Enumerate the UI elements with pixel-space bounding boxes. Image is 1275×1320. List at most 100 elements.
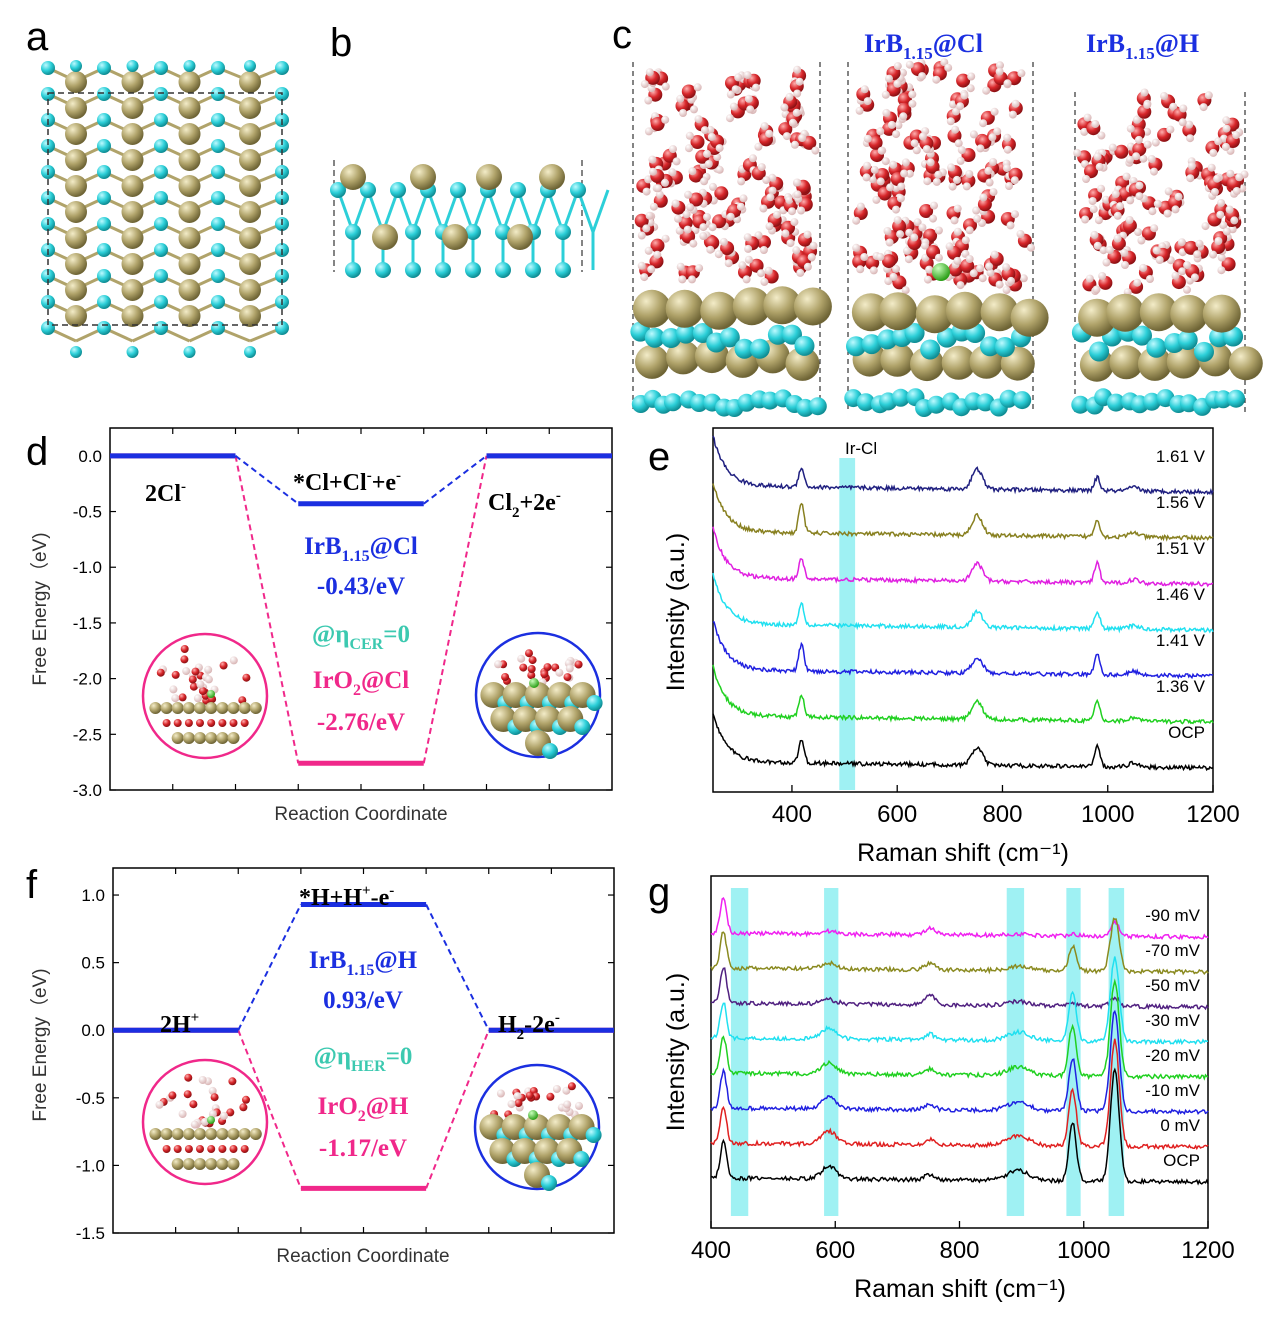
series-label: -30 mV (1145, 1011, 1200, 1030)
hydrogen-atom (920, 241, 929, 250)
y-axis-ticks: 1.0 0.5 0.0 -0.5 -1.0 -1.5 (76, 868, 614, 1243)
boron-atom (999, 389, 1018, 408)
hydrogen-atom (679, 109, 687, 117)
crystal-structure-top-view (41, 60, 289, 358)
boron-atom (97, 139, 111, 153)
hydrogen-atom (715, 165, 724, 174)
surface-atom (173, 719, 182, 727)
annotation-iro2-cl: IrO2@Cl (313, 667, 410, 699)
hydrogen-atom (1126, 124, 1135, 133)
hydrogen-atom (896, 230, 905, 239)
iridium-atom (1139, 293, 1178, 332)
iridium-atom (239, 97, 261, 119)
hydrogen-atom (746, 105, 755, 114)
hydrogen-atom (918, 132, 927, 141)
hydrogen-atom (904, 255, 913, 264)
hydrogen-atom (969, 269, 978, 278)
hydrogen-atom (1002, 263, 1011, 272)
iridium-atom (632, 289, 671, 328)
hydrogen-atom (1186, 134, 1195, 143)
highlight-band (839, 458, 856, 790)
water-atom (562, 1086, 571, 1095)
hydrogen-atom (793, 178, 802, 187)
series-label: 1.46 V (1156, 585, 1206, 604)
hydrogen-atom (644, 175, 653, 184)
state-label-initial: 2Cl- (145, 479, 186, 507)
hydrogen-atom (773, 210, 781, 219)
surface-atom (173, 1145, 182, 1153)
oxygen-atom (689, 192, 704, 207)
spectrum-line (710, 967, 1209, 1011)
water-atom (228, 1077, 237, 1086)
hydrogen-atom (860, 253, 869, 261)
hydrogen-atom (648, 155, 657, 164)
hydrogen-atom (645, 68, 654, 77)
hydrogen-atom (766, 193, 775, 202)
y-tick-label: -1.0 (73, 558, 102, 577)
hydrogen-atom (956, 102, 965, 111)
boron-atom (574, 719, 591, 735)
hydrogen-atom (1178, 118, 1187, 127)
hydrogen-atom (946, 117, 955, 126)
hydrogen-atom (876, 253, 885, 261)
iridium-atom (1010, 298, 1049, 337)
boron-atom (664, 393, 682, 412)
hydrogen-atom (1185, 120, 1194, 129)
hydrogen-atom (945, 242, 954, 251)
iridium-atom (700, 291, 739, 330)
hydrogen-atom (1150, 224, 1159, 233)
hydrogen-atom (645, 211, 654, 220)
hydrogen-atom (1108, 143, 1117, 152)
oxygen-atom (1084, 164, 1098, 179)
hydrogen-atom (918, 223, 927, 232)
hydrogen-atom (881, 157, 890, 166)
panel-label-a: a (26, 15, 49, 59)
unit-cell-outline (47, 92, 283, 326)
hydrogen-atom (1125, 216, 1134, 224)
water-atom (178, 693, 187, 702)
iridium-atom (1202, 294, 1241, 333)
water-atom (196, 680, 205, 689)
snapshot-bare (630, 62, 832, 417)
hydrogen-atom (744, 244, 753, 253)
hydrogen-atom (704, 160, 713, 168)
hydrogen-atom (781, 229, 790, 238)
boron-atom (41, 191, 55, 205)
iridium-atom (239, 305, 261, 327)
iridium-atom (851, 293, 890, 332)
boron-atom (275, 191, 289, 205)
hydrogen-atom (809, 241, 818, 250)
boron-atom (211, 217, 225, 231)
hydrogen-atom (899, 112, 908, 121)
hydrogen-atom (869, 266, 878, 275)
hydrogen-atom (797, 206, 806, 215)
hydrogen-atom (1097, 131, 1106, 140)
surface-atom (227, 732, 240, 744)
hydrogen-atom (1209, 250, 1218, 259)
water-atom (191, 667, 200, 676)
hydrogen-atom (989, 188, 998, 197)
x-axis-label: Reaction Coordinate (276, 1246, 449, 1267)
iridium-atom (1228, 346, 1263, 381)
hydrogen-atom (1235, 173, 1244, 182)
iridium-atom (65, 279, 87, 301)
hydrogen-atom (642, 224, 651, 233)
hydrogen-atom (944, 63, 953, 72)
water-atom (507, 1100, 516, 1109)
hydrogen-atom (757, 163, 766, 172)
hydrogen-atom (671, 199, 680, 208)
iridium-atom (239, 201, 261, 223)
iridium-atom (178, 71, 201, 93)
boron-atom (211, 165, 225, 179)
spectrum-line (710, 978, 1209, 1081)
hydrogen-atom (1132, 115, 1141, 124)
hydrogen-atom (713, 153, 722, 162)
surface-atom (194, 1158, 206, 1170)
boron-atom (154, 191, 168, 205)
iridium-atom (178, 97, 201, 119)
boron-atom (97, 269, 111, 283)
y-tick-label: -3.0 (73, 781, 102, 800)
surface-atom (171, 732, 184, 744)
snapshot-title-irb-cl: IrB1.15@Cl (864, 29, 983, 63)
hydrogen-atom (932, 75, 941, 84)
